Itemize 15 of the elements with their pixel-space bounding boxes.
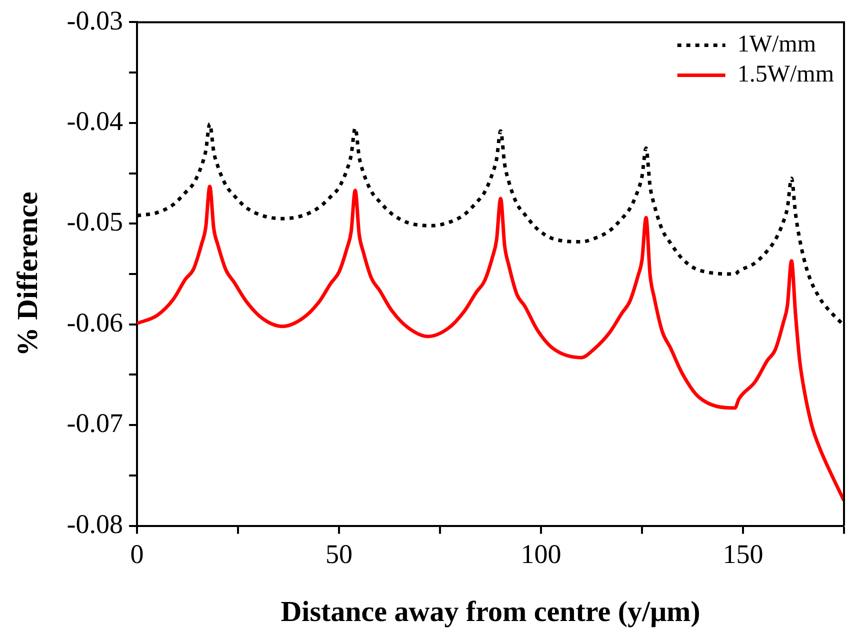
line-series (137, 184, 844, 502)
x-tick-label: 50 (326, 539, 353, 570)
x-tick-label: 100 (520, 539, 562, 570)
y-tick-label: -0.04 (66, 106, 124, 136)
y-tick-label: -0.08 (66, 508, 124, 539)
y-tick-label: -0.06 (66, 307, 124, 338)
y-axis-title: % Difference (12, 192, 44, 356)
x-axis-title: Distance away from centre (y/μm) (280, 596, 700, 628)
y-tick-label: -0.03 (66, 5, 124, 36)
legend-label: 1W/mm (737, 31, 816, 58)
x-tick-label: 150 (722, 539, 764, 570)
legend-label: 1.5W/mm (737, 61, 834, 88)
y-tick-label: -0.05 (66, 206, 124, 237)
x-tick-label: 0 (130, 539, 144, 570)
y-tick-label: -0.07 (66, 408, 124, 438)
